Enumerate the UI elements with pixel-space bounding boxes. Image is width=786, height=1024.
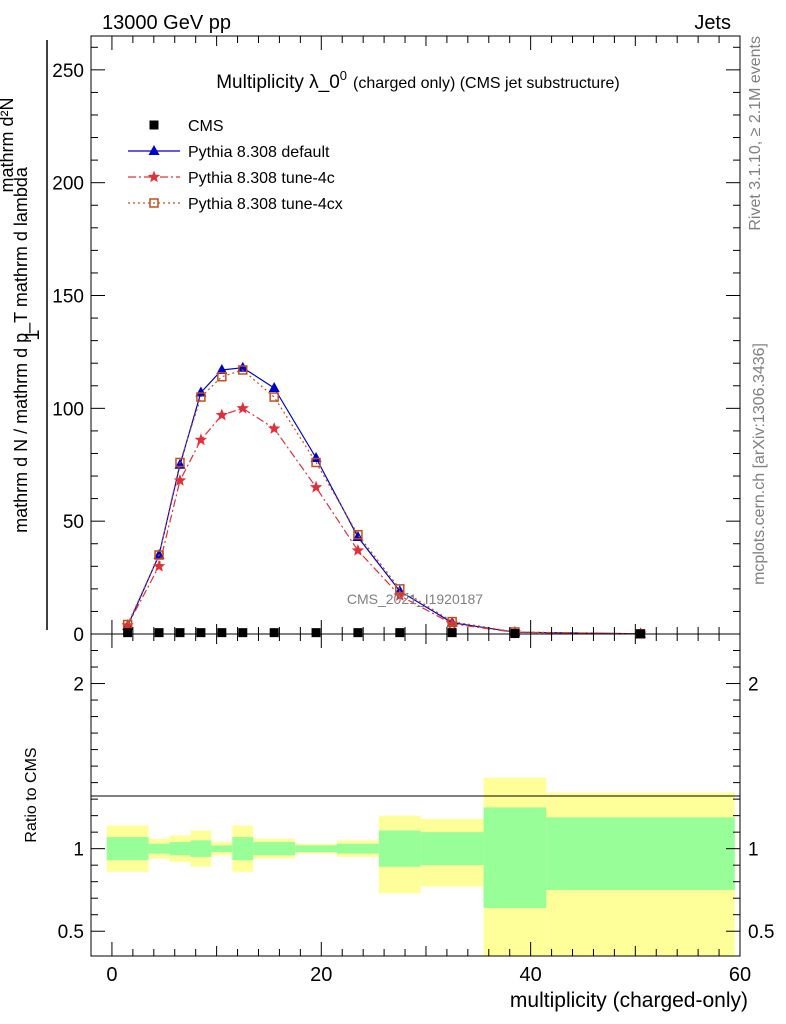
y-label-top: mathrm d²N	[0, 97, 17, 192]
x-axis-label: multiplicity (charged-only)	[510, 989, 748, 1012]
data-point	[236, 401, 249, 414]
data-point	[175, 628, 185, 638]
data-point	[310, 451, 322, 462]
data-point	[196, 628, 206, 638]
ratio-stat-band	[336, 843, 379, 854]
category-label: Jets	[694, 12, 731, 34]
y-label-main: mathrm d N / mathrm d p_T mathrm d lambd…	[11, 166, 32, 533]
title-main: Multiplicity λ_0	[216, 72, 340, 93]
ratio-stat-band	[483, 807, 547, 909]
data-point	[311, 457, 321, 468]
legend-label: Pythia 8.308 tune-4cx	[188, 196, 343, 213]
data-point	[351, 544, 365, 556]
data-point	[123, 628, 133, 638]
data-point	[393, 589, 406, 601]
title-sup: 0	[340, 68, 347, 83]
data-point	[268, 422, 281, 434]
watermark: CMS_2021_I1920187	[347, 591, 483, 607]
data-point	[154, 550, 164, 560]
legend-marker	[147, 170, 161, 183]
data-point	[311, 628, 321, 638]
rivet-label: Rivet 3.1.10, ≥ 2.1M events	[747, 36, 764, 231]
plot-title: Multiplicity λ_00 (charged only) (CMS jet…	[216, 68, 620, 93]
data-point	[268, 382, 280, 393]
ratio-y-tick-label-right: 1	[748, 840, 759, 861]
x-tick-label: 0	[106, 964, 117, 986]
x-tick-label: 60	[729, 964, 751, 986]
y-axis-label: 1 mathrm d N / mathrm d p_T mathrm d lam…	[0, 40, 48, 630]
ratio-y-tick-label: 0.5	[58, 922, 84, 943]
ratio-stat-band	[253, 842, 296, 856]
data-point	[395, 628, 405, 638]
ratio-panel: 0.5 0.5 1 1 2 2 0 20 40 60 Ratio to CMS multipli…	[23, 633, 774, 1012]
data-point	[215, 408, 228, 421]
ratio-stat-band	[295, 845, 337, 852]
data-point	[395, 584, 405, 594]
data-point	[216, 363, 228, 374]
series-3	[122, 365, 646, 639]
data-point	[447, 628, 457, 638]
y-tick-label: 250	[52, 61, 84, 82]
data-point	[447, 616, 457, 627]
ratio-y-tick-label: 1	[73, 840, 84, 861]
y-label-prefix: 1	[22, 329, 44, 340]
data-point	[238, 365, 248, 375]
y-tick-label: 100	[52, 399, 84, 420]
ratio-stat-band	[378, 830, 421, 867]
legend-marker	[148, 145, 160, 155]
data-point	[217, 371, 227, 382]
ratio-frame	[90, 633, 741, 957]
ratio-stat-band	[211, 845, 233, 852]
data-point	[238, 628, 248, 638]
ratio-stat-band	[190, 840, 212, 857]
x-tick-label: 20	[310, 964, 332, 986]
data-point	[353, 529, 363, 540]
title-suffix: (charged only) (CMS jet substructure)	[353, 75, 620, 92]
legend: CMS Pythia 8.308 default Pythia 8.308 tune…	[128, 118, 343, 213]
ratio-stat-band	[420, 832, 484, 866]
data-point	[154, 628, 164, 638]
data-point	[121, 618, 134, 631]
data-point	[353, 628, 363, 638]
legend-label: Pythia 8.308 tune-4c	[188, 170, 335, 187]
data-point	[269, 628, 279, 638]
legend-marker	[149, 198, 159, 208]
ratio-y-tick-label-right: 0.5	[748, 922, 774, 943]
legend-label: CMS	[188, 118, 224, 135]
y-tick-label: 0	[73, 625, 84, 646]
x-tick-label: 40	[520, 964, 542, 986]
ratio-stat-band	[169, 842, 191, 856]
ratio-y-tick-label-right: 2	[748, 675, 759, 696]
ratio-stat-band	[106, 837, 149, 861]
ratio-y-label: Ratio to CMS	[23, 747, 40, 842]
data-point	[194, 433, 208, 446]
ratio-stat-band	[232, 837, 254, 861]
data-point	[175, 457, 185, 468]
y-tick-label: 200	[52, 174, 84, 195]
data-point	[446, 617, 459, 630]
data-point	[152, 559, 166, 572]
series-line	[127, 369, 641, 635]
data-point	[153, 549, 165, 560]
main-panel: 0 50 100 150 200 250 CMS_2021_I1920187 Multip…	[0, 35, 741, 646]
data-point	[195, 386, 207, 397]
y-tick-label: 150	[52, 287, 84, 308]
data-point	[217, 628, 227, 638]
mcplots-label: mcplots.cern.ch [arXiv:1306.3436]	[751, 343, 768, 585]
data-point	[173, 474, 187, 486]
ratio-y-tick-label: 2	[73, 675, 84, 696]
ratio-stat-band	[546, 817, 735, 890]
energy-label: 13000 GeV pp	[102, 12, 231, 34]
data-point	[269, 392, 279, 402]
y-tick-label: 50	[63, 512, 84, 533]
legend-marker	[149, 120, 159, 130]
data-point	[309, 480, 323, 493]
legend-label: Pythia 8.308 default	[188, 144, 330, 161]
ratio-stat-band	[148, 843, 170, 854]
data-point	[196, 392, 206, 402]
